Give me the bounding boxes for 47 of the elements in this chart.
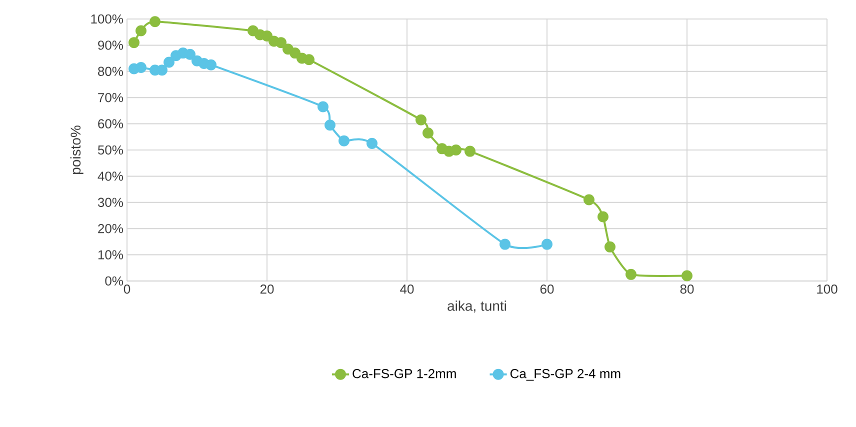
point	[500, 238, 511, 250]
point	[128, 37, 140, 48]
point	[338, 135, 350, 146]
point	[318, 101, 329, 112]
legend-label: Ca_FS-GP 2-4 mm	[510, 369, 620, 381]
y-tick-label: 30%	[98, 198, 124, 207]
y-tick-label: 60%	[98, 119, 124, 128]
y-tick-label: 100%	[91, 14, 124, 24]
y-tick-label: 90%	[98, 40, 124, 50]
y-tick-label: 50%	[98, 145, 124, 155]
point	[304, 54, 315, 66]
point	[584, 194, 595, 206]
point	[262, 30, 273, 42]
point	[416, 114, 427, 126]
y-axis-title: poisto%	[70, 126, 84, 174]
point	[626, 268, 637, 280]
x-tick-label: 20	[260, 284, 274, 294]
point	[450, 144, 462, 156]
y-tick-label: 80%	[98, 66, 124, 76]
point	[366, 138, 378, 149]
legend-label: Ca-FS-GP 1-2mm	[352, 369, 456, 378]
point	[542, 238, 553, 250]
point	[464, 146, 476, 157]
x-tick-label: 0	[124, 284, 130, 294]
point	[682, 270, 693, 282]
point	[136, 25, 147, 36]
point	[206, 59, 217, 70]
y-tick-label: 10%	[98, 250, 124, 260]
point	[324, 120, 336, 131]
point	[604, 241, 616, 252]
point	[184, 48, 196, 60]
x-axis-title: aika, tunti	[448, 300, 506, 313]
y-tick-label: 70%	[98, 92, 124, 102]
x-tick-label: 100	[817, 284, 838, 294]
y-tick-label: 20%	[98, 224, 124, 234]
x-tick-label: 80	[680, 284, 694, 294]
y-tick-label: 40%	[98, 172, 124, 181]
y-tick-label: 0%	[105, 276, 124, 286]
point	[290, 48, 301, 59]
x-tick-label: 60	[540, 284, 554, 294]
point	[598, 211, 609, 222]
point	[150, 16, 161, 28]
point	[276, 37, 287, 48]
point	[422, 127, 434, 138]
x-tick-label: 40	[400, 284, 414, 294]
point	[136, 62, 147, 73]
point	[164, 56, 175, 68]
